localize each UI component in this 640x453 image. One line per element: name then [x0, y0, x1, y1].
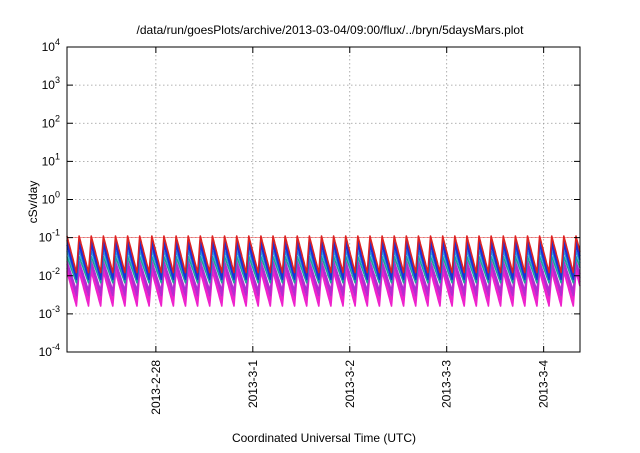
series-line-7 [66, 263, 581, 297]
x-tick-label: 2013-3-3 [440, 360, 454, 408]
series-line-2 [66, 239, 581, 279]
y-tick-base: 10 [39, 307, 53, 321]
x-tick-label: 2013-2-28 [149, 360, 163, 415]
series-group [66, 235, 581, 307]
y-tick-label: 102 [42, 113, 60, 130]
x-tick-label: 2013-3-2 [343, 360, 357, 408]
y-tick-exponent: -3 [52, 304, 60, 314]
series-line-8 [66, 267, 581, 302]
chart-title: /data/run/goesPlots/archive/2013-03-04/0… [137, 23, 525, 37]
y-tick-base: 10 [42, 116, 56, 130]
y-tick-base: 10 [39, 269, 53, 283]
y-tick-exponent: 4 [55, 37, 60, 47]
series-line-9 [66, 270, 581, 307]
y-tick-exponent: 2 [55, 113, 60, 123]
y-tick-base: 10 [42, 40, 56, 54]
y-tick-exponent: 0 [55, 190, 60, 200]
y-tick-base: 10 [39, 231, 53, 245]
plot-frame [66, 46, 581, 353]
x-tick-label: 2013-3-4 [537, 360, 551, 408]
series-line-1 [66, 235, 581, 274]
y-tick-base: 10 [42, 78, 56, 92]
y-tick-exponent: 3 [55, 75, 60, 85]
y-tick-label: 100 [42, 190, 60, 207]
x-ticks: 2013-2-28 2013-3-1 2013-3-2 2013-3-3 2013-3-… [149, 47, 551, 415]
y-tick-label: 103 [42, 75, 60, 92]
y-tick-exponent: -1 [52, 228, 60, 238]
x-tick-label: 2013-3-1 [246, 360, 260, 408]
x-axis-label: Coordinated Universal Time (UTC) [232, 431, 416, 445]
y-tick-label: 10-4 [39, 342, 60, 359]
y-tick-label: 10-3 [39, 304, 60, 321]
y-tick-exponent: -4 [52, 342, 60, 352]
y-tick-base: 10 [42, 154, 56, 168]
y-tick-label: 10-1 [39, 228, 60, 245]
grid [67, 47, 580, 352]
y-tick-base: 10 [42, 193, 56, 207]
series-line-3 [66, 244, 581, 281]
y-tick-exponent: -2 [52, 266, 60, 276]
y-tick-label: 104 [42, 37, 60, 54]
y-tick-base: 10 [39, 345, 53, 359]
y-tick-label: 101 [42, 151, 60, 168]
y-tick-exponent: 1 [55, 151, 60, 161]
series-line-6 [66, 260, 581, 292]
y-tick-label: 10-2 [39, 266, 60, 283]
series-line-5 [66, 255, 581, 284]
y-axis-label: cSv/day [26, 181, 40, 224]
series-line-4 [66, 250, 581, 281]
